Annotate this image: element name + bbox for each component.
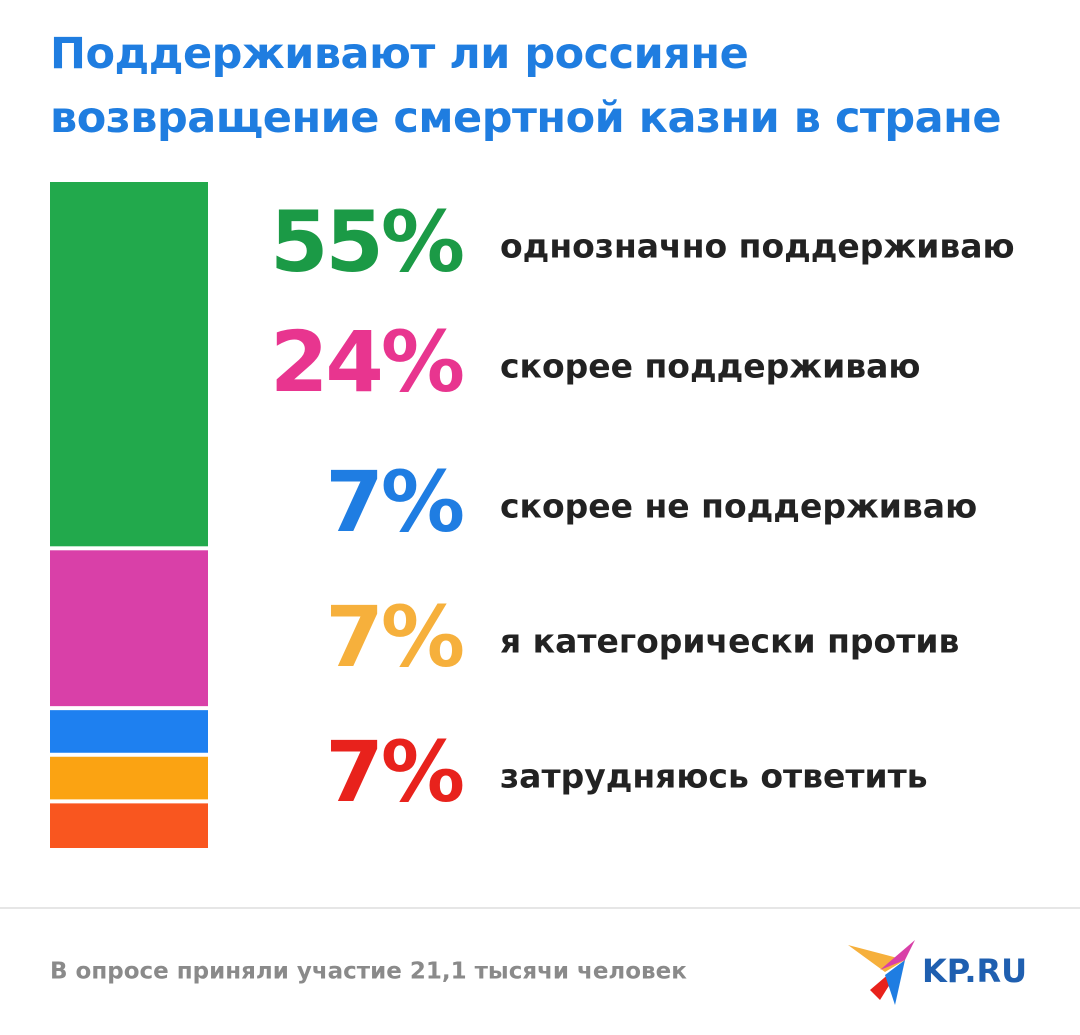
- bar-segment: [50, 710, 208, 753]
- chart-title: Поддерживают ли россияне возвращение сме…: [50, 29, 1002, 143]
- logo-icon: [848, 940, 915, 1005]
- category-label: скорее поддерживаю: [500, 347, 920, 386]
- footnote: В опросе приняли участие 21,1 тысячи чел…: [50, 959, 687, 985]
- value-label: 7%: [325, 588, 462, 686]
- bar-segment: [50, 756, 208, 800]
- value-label: 7%: [325, 453, 462, 551]
- category-label: однозначно поддерживаю: [500, 227, 1015, 266]
- category-label: затрудняюсь ответить: [500, 757, 928, 796]
- bar-segment: [50, 550, 208, 707]
- bar-segment: [50, 182, 208, 547]
- category-label: я категорически против: [500, 622, 959, 661]
- logo-text: KP.RU: [922, 952, 1027, 990]
- value-label: 7%: [325, 723, 462, 821]
- value-label: 55%: [270, 193, 463, 291]
- value-label: 24%: [270, 313, 463, 411]
- category-label: скорее не поддерживаю: [500, 487, 977, 526]
- bar-segment: [50, 803, 208, 848]
